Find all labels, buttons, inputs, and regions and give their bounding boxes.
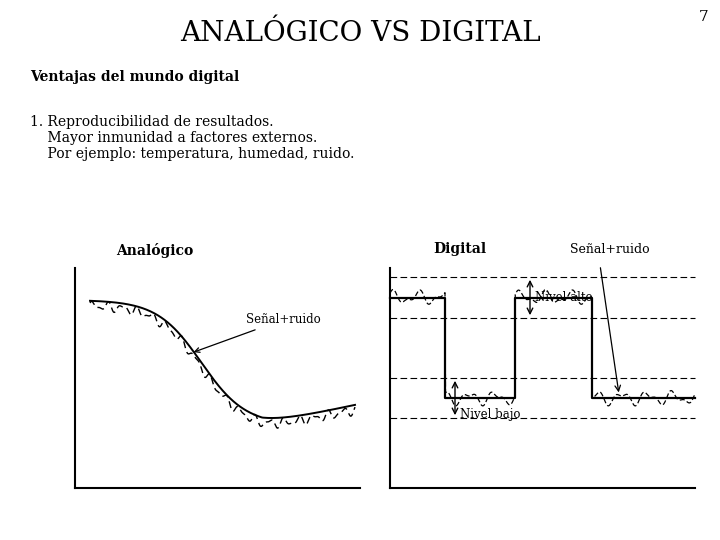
Text: Digital: Digital	[433, 242, 487, 256]
Text: 1. Reproducibilidad de resultados.: 1. Reproducibilidad de resultados.	[30, 115, 274, 129]
Text: Mayor inmunidad a factores externos.: Mayor inmunidad a factores externos.	[30, 131, 318, 145]
Text: Analógico: Analógico	[117, 243, 194, 258]
Text: Ventajas del mundo digital: Ventajas del mundo digital	[30, 70, 239, 84]
Text: Por ejemplo: temperatura, humedad, ruido.: Por ejemplo: temperatura, humedad, ruido…	[30, 147, 354, 161]
Text: Nivel alto: Nivel alto	[535, 291, 593, 304]
Text: 7: 7	[698, 10, 708, 24]
Text: Señal+ruido: Señal+ruido	[195, 313, 320, 352]
Text: ANALÓGICO VS DIGITAL: ANALÓGICO VS DIGITAL	[180, 20, 540, 47]
Text: Señal+ruido: Señal+ruido	[570, 243, 649, 256]
Text: Nivel bajo: Nivel bajo	[460, 408, 521, 421]
